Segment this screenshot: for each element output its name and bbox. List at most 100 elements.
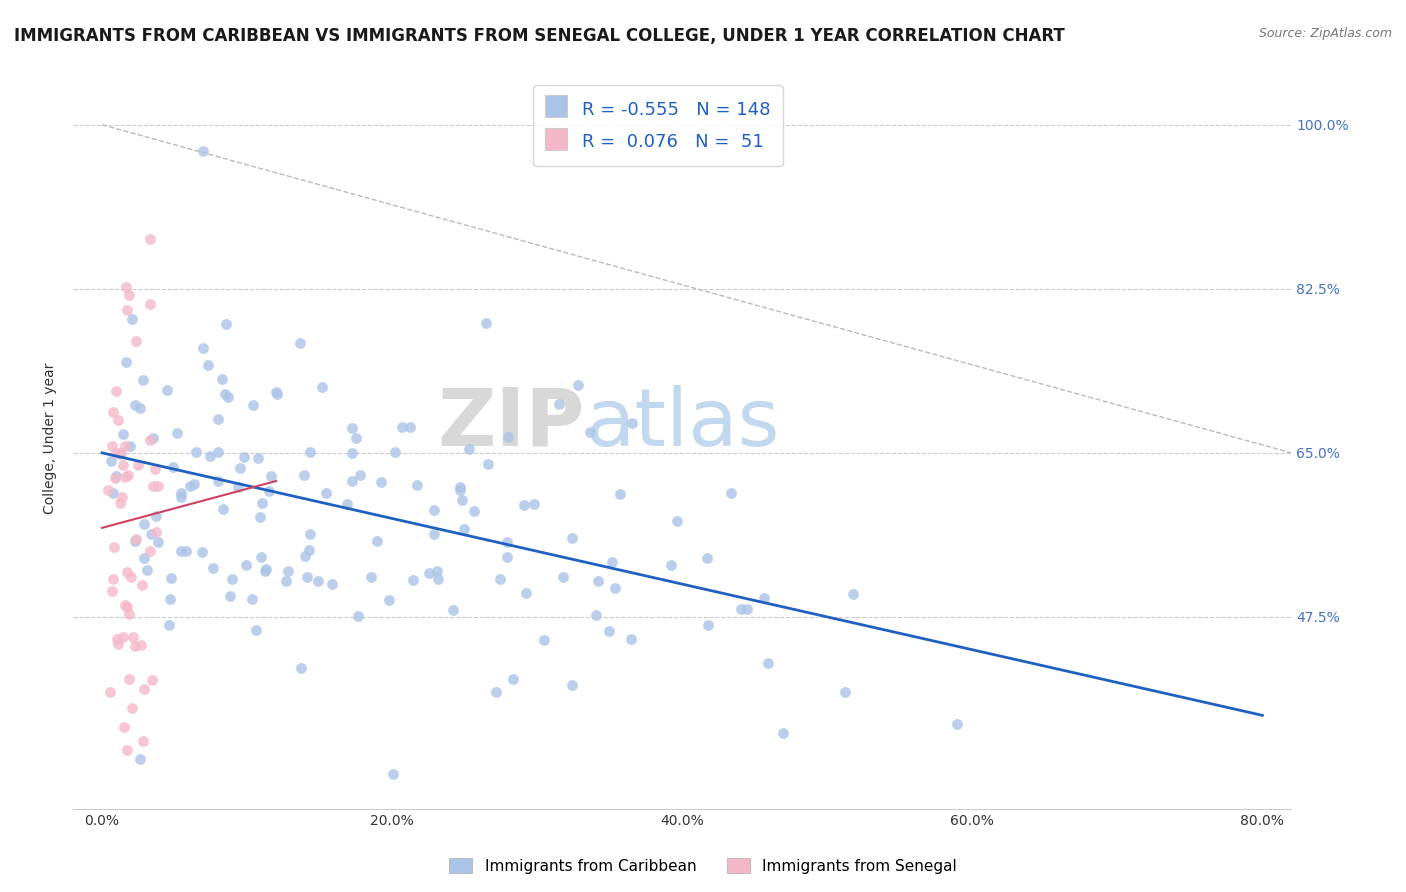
Point — [107, 636, 129, 650]
Point — [170, 490, 193, 504]
Point — [124, 398, 146, 412]
Point — [247, 450, 270, 465]
Point — [136, 563, 159, 577]
Point — [166, 425, 188, 440]
Point — [349, 467, 371, 482]
Point — [124, 533, 146, 548]
Point — [450, 492, 472, 507]
Point — [561, 678, 583, 692]
Point — [226, 480, 249, 494]
Point — [418, 566, 440, 581]
Point — [104, 446, 127, 460]
Point — [586, 574, 609, 588]
Point — [453, 522, 475, 536]
Point — [221, 572, 243, 586]
Point — [315, 486, 337, 500]
Point — [139, 543, 162, 558]
Point — [104, 384, 127, 399]
Point — [122, 630, 145, 644]
Point — [117, 468, 139, 483]
Point — [292, 467, 315, 482]
Point — [155, 383, 177, 397]
Point — [141, 673, 163, 687]
Point — [112, 720, 135, 734]
Point — [600, 555, 623, 569]
Point — [620, 632, 643, 647]
Point — [585, 607, 607, 622]
Point — [567, 378, 589, 392]
Point — [290, 661, 312, 675]
Point — [170, 544, 193, 558]
Point — [148, 478, 170, 492]
Point — [186, 445, 208, 459]
Point — [111, 490, 134, 504]
Point — [311, 380, 333, 394]
Point — [104, 469, 127, 483]
Point — [735, 601, 758, 615]
Point — [229, 461, 252, 475]
Point — [121, 701, 143, 715]
Point — [138, 433, 160, 447]
Point — [100, 454, 122, 468]
Point — [207, 474, 229, 488]
Point — [696, 550, 718, 565]
Point — [423, 503, 446, 517]
Point — [212, 502, 235, 516]
Point — [298, 527, 321, 541]
Point — [114, 439, 136, 453]
Point — [138, 297, 160, 311]
Point — [598, 624, 620, 639]
Point — [207, 411, 229, 425]
Point — [111, 458, 134, 472]
Point — [132, 517, 155, 532]
Point — [463, 504, 485, 518]
Point — [128, 752, 150, 766]
Point — [260, 469, 283, 483]
Point — [250, 549, 273, 564]
Point — [609, 486, 631, 500]
Point — [115, 355, 138, 369]
Point — [101, 486, 124, 500]
Point — [382, 767, 405, 781]
Point — [120, 569, 142, 583]
Point — [160, 571, 183, 585]
Point — [142, 478, 165, 492]
Point — [110, 446, 132, 460]
Point — [391, 420, 413, 434]
Point — [115, 565, 138, 579]
Point — [107, 413, 129, 427]
Point — [620, 417, 643, 431]
Point — [340, 474, 363, 488]
Point — [344, 431, 367, 445]
Point — [340, 446, 363, 460]
Point — [112, 630, 135, 644]
Point — [117, 607, 139, 622]
Point — [474, 316, 496, 330]
Point — [170, 486, 193, 500]
Point — [752, 591, 775, 605]
Point — [124, 639, 146, 653]
Point — [142, 431, 165, 445]
Point — [384, 444, 406, 458]
Point — [242, 398, 264, 412]
Point — [110, 495, 132, 509]
Text: atlas: atlas — [585, 385, 779, 463]
Text: IMMIGRANTS FROM CARIBBEAN VS IMMIGRANTS FROM SENEGAL COLLEGE, UNDER 1 YEAR CORRE: IMMIGRANTS FROM CARIBBEAN VS IMMIGRANTS … — [14, 27, 1064, 45]
Point — [496, 534, 519, 549]
Point — [214, 386, 236, 401]
Point — [193, 341, 215, 355]
Point — [235, 558, 257, 572]
Point — [159, 618, 181, 632]
Point — [100, 584, 122, 599]
Point — [240, 591, 263, 606]
Point — [498, 430, 520, 444]
Point — [276, 574, 298, 588]
Point — [360, 570, 382, 584]
Point — [183, 477, 205, 491]
Point — [145, 524, 167, 539]
Point — [666, 514, 689, 528]
Point — [249, 510, 271, 524]
Point — [103, 405, 125, 419]
Point — [842, 587, 865, 601]
Point — [406, 477, 429, 491]
